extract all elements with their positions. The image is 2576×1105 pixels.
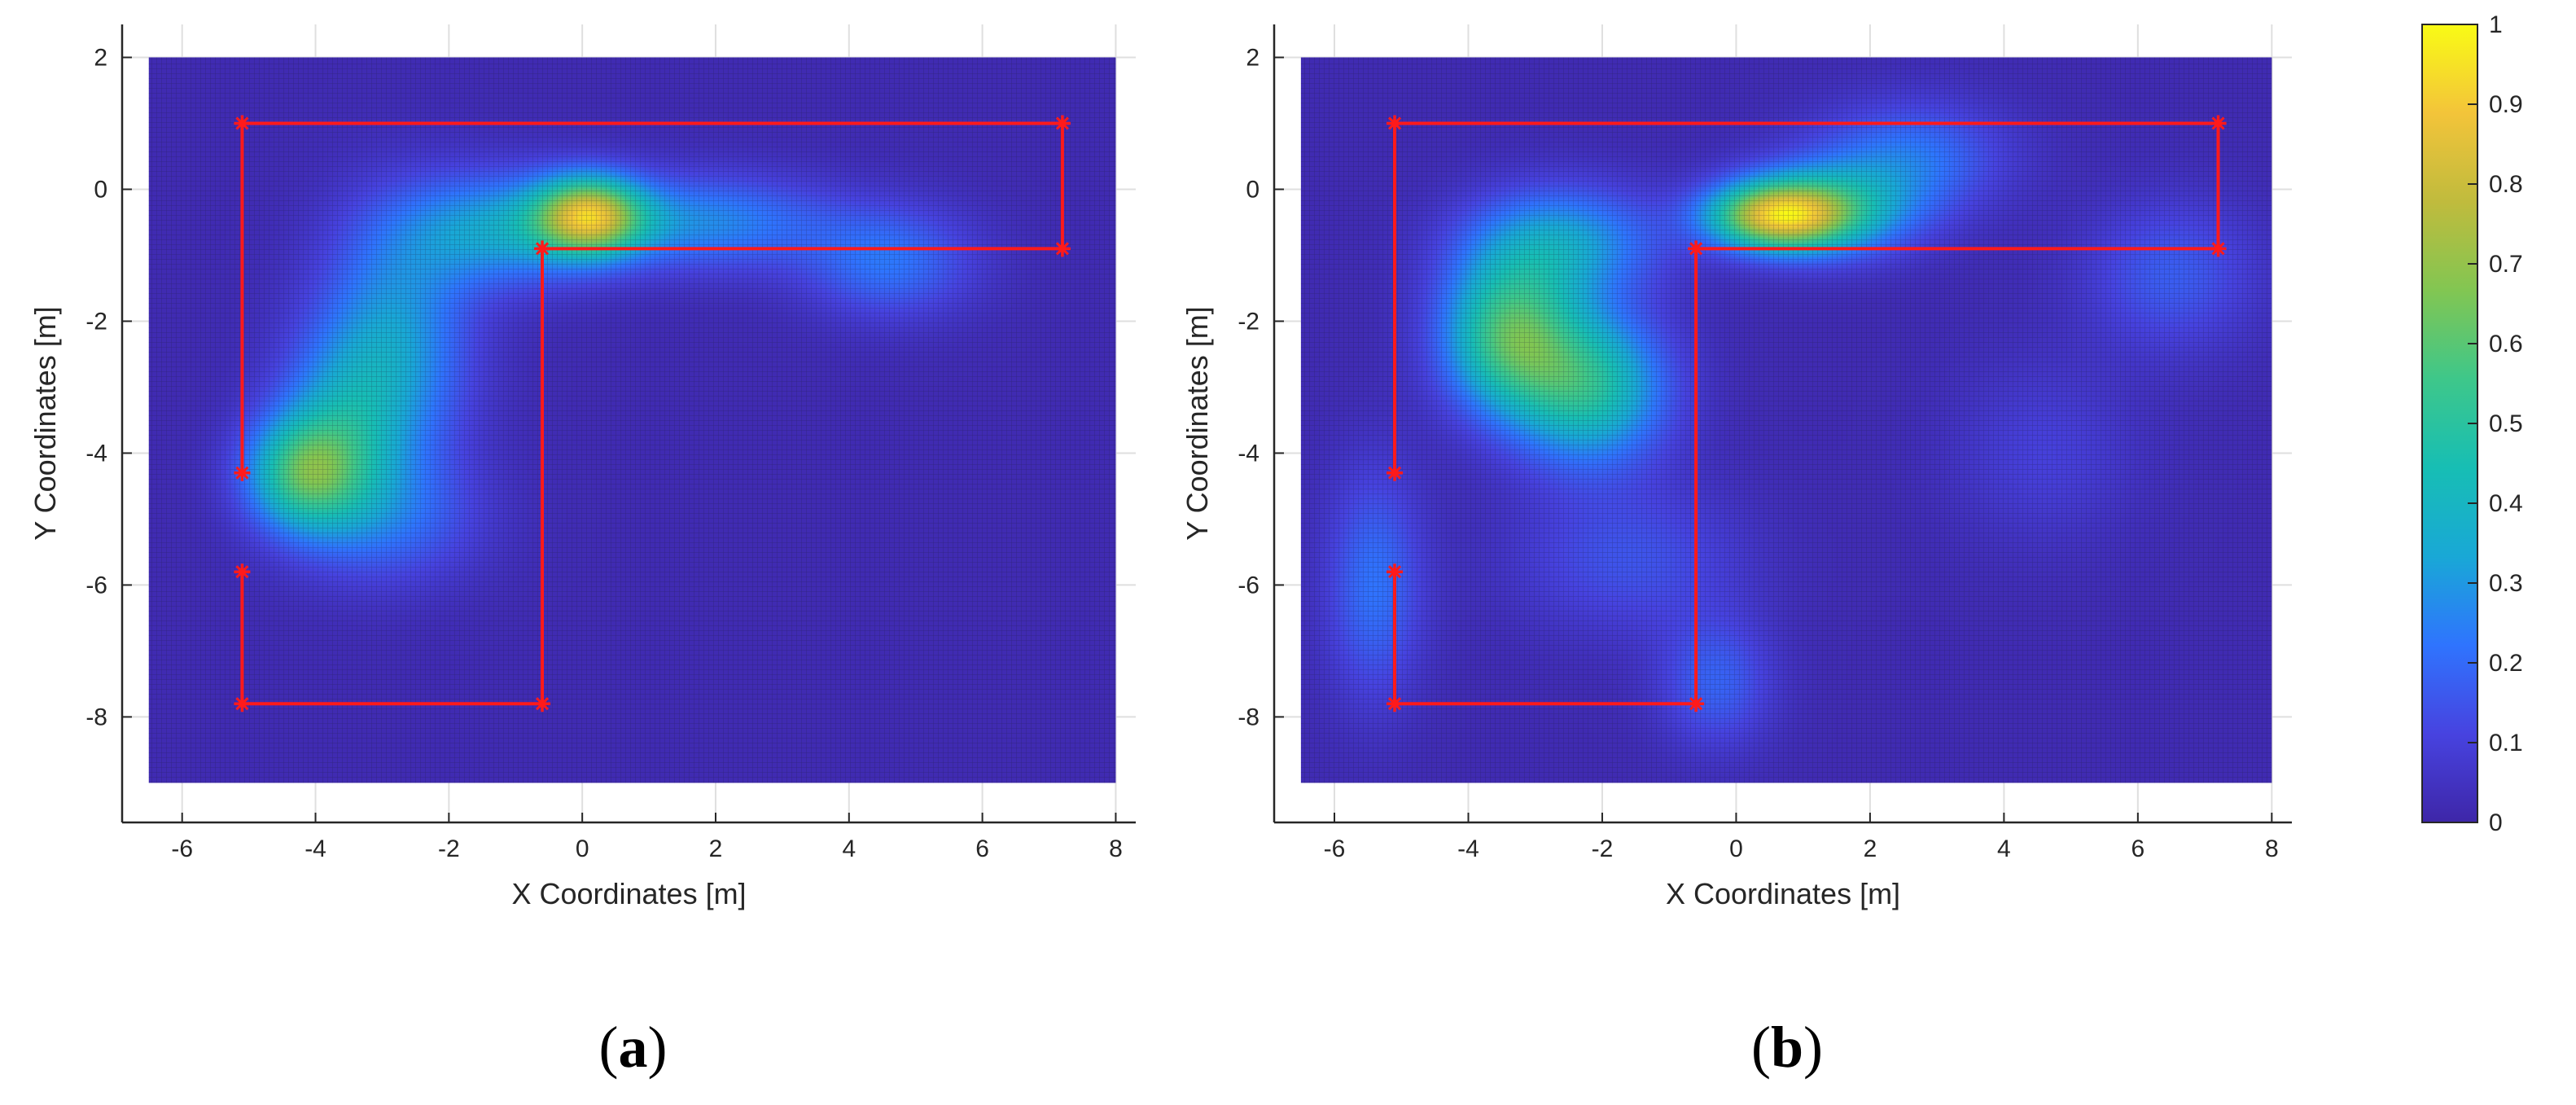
colorbar-tick-label: 0.1: [2489, 730, 2523, 756]
route-marker: [2210, 115, 2227, 132]
y-tick-label: -2: [85, 308, 107, 335]
x-tick-label: -6: [1324, 835, 1346, 862]
colorbar: 1 0.9 0.8 0.7 0.6 0.5 0.4 0.3 0.2 0.1 0: [2421, 11, 2523, 836]
x-tick-label: 2: [1864, 835, 1877, 862]
panel-label-b-open: (: [1751, 1015, 1771, 1080]
heatmap-cell-grid: [148, 57, 1116, 783]
y-tick-label: 0: [94, 176, 107, 203]
x-tick-label: 0: [1729, 835, 1743, 862]
route-marker: [534, 240, 551, 257]
y-tick-label: -8: [1238, 704, 1260, 730]
colorbar-tick-label: 0.8: [2489, 171, 2523, 198]
route-marker: [1387, 563, 1404, 581]
x-tick-label: 2: [709, 835, 723, 862]
x-tick-label: 4: [1997, 835, 2011, 862]
route-marker: [1387, 115, 1404, 132]
y-tick-label: -4: [85, 440, 107, 467]
colorbar-tick-label: 0.2: [2489, 650, 2523, 677]
route-marker: [1054, 240, 1071, 257]
colorbar-tick-label: 0.9: [2489, 91, 2523, 118]
colorbar-tick-label: 0.5: [2489, 410, 2523, 437]
route-marker: [2210, 240, 2227, 257]
route-marker: [1387, 695, 1404, 713]
route-marker: [534, 695, 551, 713]
route-marker: [234, 563, 251, 581]
panel-label-b-close: ): [1803, 1015, 1823, 1080]
y-axis-label-a: Y Coordinates [m]: [28, 306, 62, 540]
route-path-a: [234, 115, 1071, 713]
colorbar-tick-label: 0.3: [2489, 570, 2523, 597]
heatmap-panel-b: -6 -4 -2 0 2 4 6 820-2-4-6-8 X Coordinates [m] …: [1181, 24, 2292, 1080]
y-tick-label: -6: [85, 572, 107, 599]
route-marker: [1688, 695, 1705, 713]
heatmap-panel-a: -6 -4 -2 0 2 4 6 820-2-4-6-8 X Coordinates [m] …: [28, 24, 1136, 1080]
colorbar-tick-label: 0.7: [2489, 251, 2523, 278]
panel-label-b-letter: b: [1771, 1015, 1803, 1080]
panel-label-a-close: ): [648, 1015, 668, 1080]
colorbar-tick-label: 0.4: [2489, 490, 2523, 517]
y-tick-label: 2: [94, 44, 107, 71]
colorbar-ticks: 1 0.9 0.8 0.7 0.6 0.5 0.4 0.3 0.2 0.1 0: [2468, 11, 2523, 836]
route-marker: [1688, 240, 1705, 257]
x-tick-label: 8: [2265, 835, 2279, 862]
route-marker: [234, 115, 251, 132]
route-marker: [1387, 464, 1404, 481]
y-tick-label: -4: [1238, 440, 1260, 467]
x-tick-label: 8: [1109, 835, 1123, 862]
x-tick-label: 6: [2131, 835, 2145, 862]
route-marker: [1054, 115, 1071, 132]
y-axis-label-b: Y Coordinates [m]: [1181, 306, 1214, 540]
y-tick-label: -2: [1238, 308, 1260, 335]
x-tick-label: 0: [576, 835, 589, 862]
y-tick-label: 2: [1246, 44, 1260, 71]
x-tick-label: -2: [438, 835, 460, 862]
x-axis-label-b: X Coordinates [m]: [1666, 877, 1900, 910]
route-marker: [234, 695, 251, 713]
route-path-b: [1387, 115, 2227, 713]
panel-label-b: (b): [1751, 1015, 1823, 1080]
colorbar-tick-label: 0: [2489, 809, 2503, 836]
x-tick-label: -6: [171, 835, 193, 862]
x-axis-label-a: X Coordinates [m]: [511, 877, 746, 910]
x-tick-label: 6: [975, 835, 989, 862]
route-marker: [234, 464, 251, 481]
axes-b: -6 -4 -2 0 2 4 6 8 2 0 -2 -4 -6 -8: [1238, 24, 2292, 862]
y-tick-label: -8: [85, 704, 107, 730]
panel-label-a: (a): [599, 1015, 668, 1080]
x-tick-label: -4: [304, 835, 326, 862]
panel-label-a-letter: a: [619, 1015, 648, 1080]
colorbar-tick-label: 0.6: [2489, 331, 2523, 357]
x-tick-label: -4: [1457, 835, 1479, 862]
y-tick-label: -6: [1238, 572, 1260, 599]
panel-label-a-open: (: [599, 1015, 619, 1080]
x-tick-label: 4: [842, 835, 856, 862]
colorbar-tick-label: 1: [2489, 11, 2503, 38]
y-tick-label: 0: [1246, 176, 1260, 203]
x-tick-label: -2: [1592, 835, 1614, 862]
axes-a: -6 -4 -2 0 2 4 6 8 2 0 -2 -4 -6 -8: [85, 24, 1136, 862]
heatmap-cell-grid: [1300, 57, 2272, 783]
